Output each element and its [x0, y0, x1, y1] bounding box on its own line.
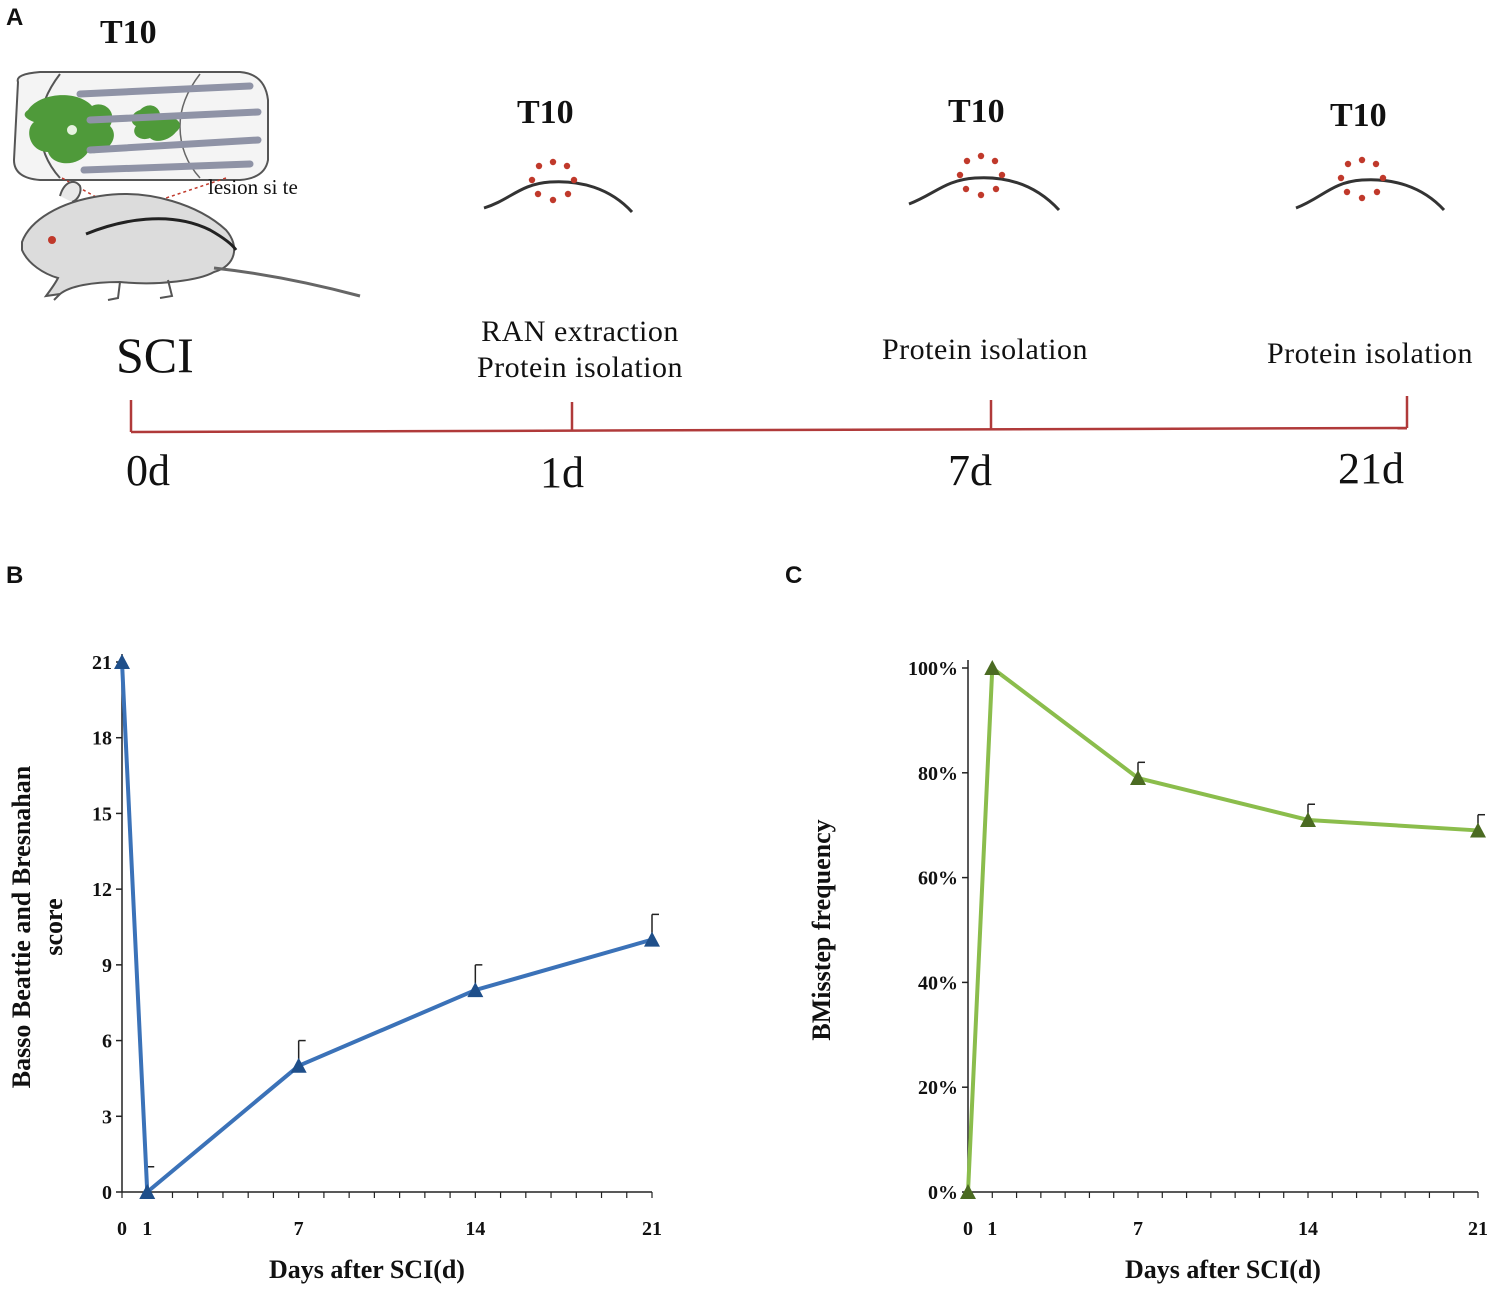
bbb-data-point: [290, 1057, 307, 1073]
spinal-segment-icon: [12, 71, 269, 181]
misstep-y-tick-label: 40%: [918, 972, 958, 994]
bbb-x-tick-label: 7: [294, 1218, 304, 1240]
sci-label: SCI: [116, 327, 194, 383]
misstep-y-tick-label: 60%: [918, 868, 958, 890]
vertebra-label-21d: T10: [1330, 97, 1387, 134]
timeline-step-1d-text: RAN extraction Protein isolation: [440, 314, 720, 386]
vertebra-label-7d: T10: [948, 93, 1005, 130]
bbb-y-axis-title: score: [39, 898, 68, 955]
bbb-y-tick-label: 6: [102, 1031, 112, 1053]
day-label-21d: 21d: [1338, 444, 1404, 493]
rat-spinal-cord-illustration: [12, 71, 361, 301]
day-label-1d: 1d: [540, 448, 584, 497]
bbb-x-tick-label: 21: [642, 1218, 662, 1240]
lesion-icon-1d: [483, 158, 634, 214]
bbb-y-tick-label: 15: [92, 803, 112, 825]
panel-letter-b: B: [6, 562, 24, 589]
panel-letter-a: A: [6, 4, 24, 31]
bbb-data-point: [139, 1184, 156, 1199]
step-21d-line1: Protein isolation: [1267, 337, 1473, 370]
bbb-x-tick-label: 1: [142, 1218, 152, 1240]
misstep-y-axis-title: BMisstep frequency: [807, 819, 836, 1040]
misstep-y-tick-label: 0%: [928, 1182, 958, 1204]
bbb-y-axis-title: Basso Beattie and Bresnahan: [7, 765, 36, 1088]
day-label-7d: 7d: [948, 446, 992, 495]
misstep-x-tick-label: 14: [1298, 1218, 1318, 1240]
bbb-y-tick-label: 12: [92, 879, 112, 901]
misstep-y-tick-label: 20%: [918, 1077, 958, 1099]
bbb-y-tick-label: 3: [102, 1106, 112, 1128]
bbb-y-tick-label: 18: [92, 728, 112, 750]
rat-body: [21, 180, 361, 301]
misstep-y-tick-label: 80%: [918, 763, 958, 785]
panel-letter-c: C: [785, 562, 803, 589]
step-7d-line1: Protein isolation: [882, 333, 1088, 366]
bbb-y-tick-label: 21: [92, 652, 112, 674]
bbb-x-axis-title: Days after SCI(d): [269, 1255, 465, 1284]
misstep-data-point: [984, 660, 1001, 675]
lesion-icon-7d: [908, 152, 1061, 212]
day-label-0d: 0d: [126, 446, 170, 495]
bbb-data-point: [114, 654, 130, 669]
bbb-y-tick-label: 0: [102, 1182, 112, 1204]
misstep-x-tick-label: 7: [1133, 1218, 1143, 1240]
misstep-series-line: [966, 666, 1479, 1193]
lesion-site-label: lesion si te: [208, 175, 298, 199]
bbb-y-tick-label: 9: [102, 955, 112, 977]
misstep-data-point: [1300, 811, 1316, 827]
misstep-x-tick-label: 1: [987, 1218, 997, 1240]
vertebra-label-1d: T10: [517, 94, 574, 131]
bbb-data-point: [467, 982, 484, 998]
lesion-icon-21d: [1295, 156, 1446, 212]
step-1d-line1: RAN extraction: [481, 315, 679, 348]
misstep-data-point: [960, 1184, 976, 1199]
vertebra-label-0d: T10: [100, 14, 157, 51]
step-1d-line2: Protein isolation: [477, 351, 683, 384]
misstep-x-tick-label: 21: [1468, 1218, 1488, 1240]
misstep-x-axis-title: Days after SCI(d): [1125, 1255, 1321, 1284]
misstep-y-tick-label: 100%: [908, 658, 958, 680]
misstep-data-point: [1470, 822, 1486, 838]
bbb-x-tick-label: 14: [465, 1218, 485, 1240]
bbb-data-point: [644, 931, 660, 947]
misstep-x-tick-label: 0: [963, 1218, 973, 1240]
misstep-data-point: [1130, 770, 1146, 786]
timeline-axis: [129, 396, 1409, 434]
bbb-x-tick-label: 0: [117, 1218, 127, 1240]
